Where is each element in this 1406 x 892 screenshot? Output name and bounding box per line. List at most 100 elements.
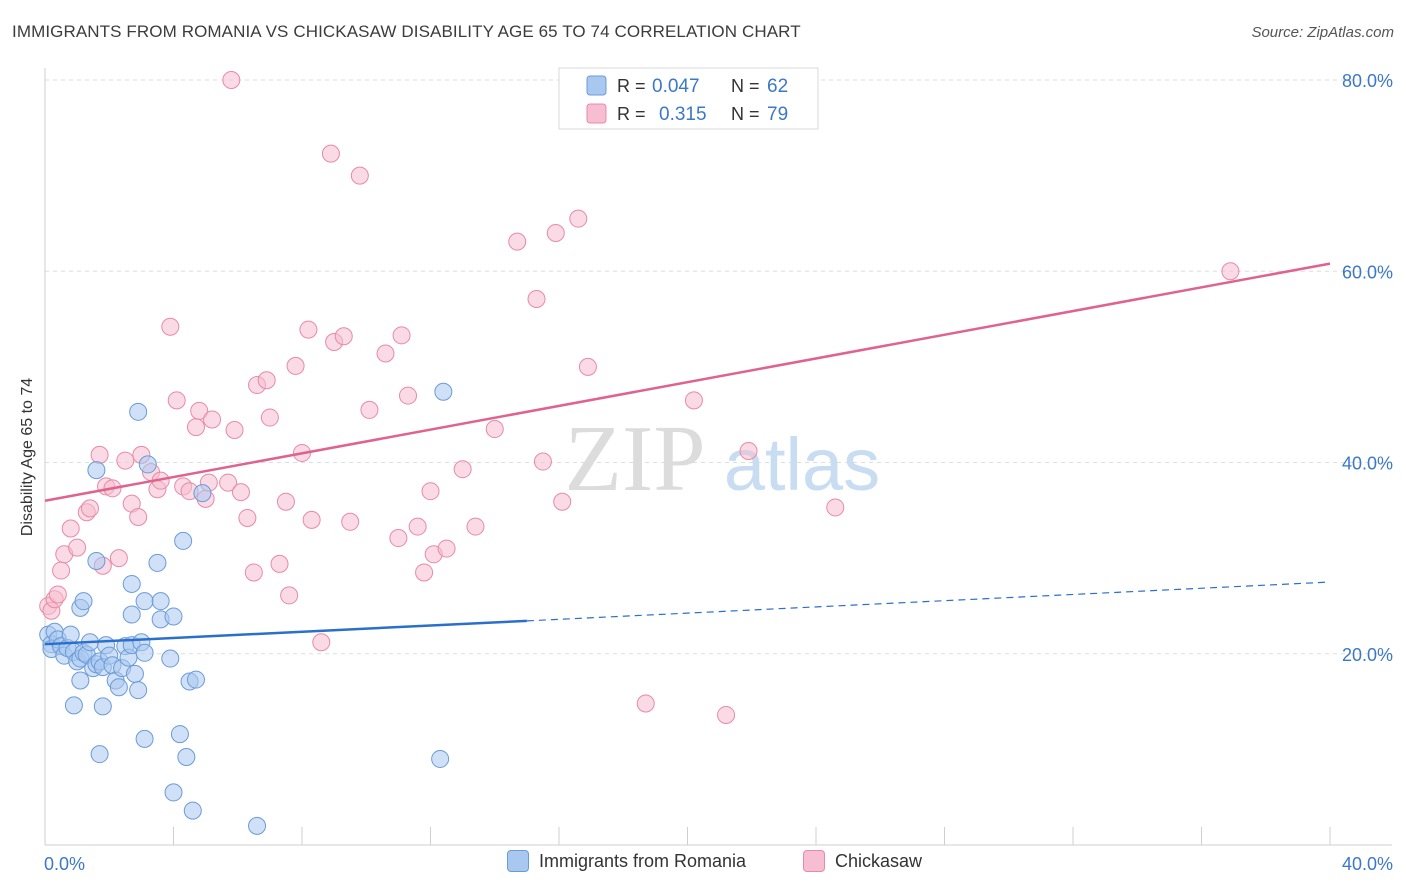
pink-point-7 <box>68 538 87 557</box>
legend-n-label-2: N = <box>731 104 760 124</box>
pink-point-37 <box>257 371 276 390</box>
pink-point-40 <box>276 492 295 511</box>
legend-r-label-1: R = <box>617 76 646 96</box>
pink-point-33 <box>231 483 250 502</box>
pink-point-3 <box>48 585 67 604</box>
pink-point-50 <box>341 512 360 531</box>
pink-point-66 <box>527 289 546 308</box>
blue-point-28 <box>125 664 144 683</box>
pink-point-46 <box>312 633 331 652</box>
blue-point-61 <box>431 749 450 768</box>
blue-point-60 <box>434 382 453 401</box>
blue-point-51 <box>186 670 205 689</box>
pink-point-65 <box>508 232 527 251</box>
pink-point-14 <box>109 549 128 568</box>
blue-point-45 <box>161 649 180 668</box>
blue-point-58 <box>138 455 157 474</box>
chickasaw-points <box>39 71 1240 724</box>
pink-point-27 <box>190 401 209 420</box>
pink-point-74 <box>717 705 736 724</box>
pink-point-39 <box>270 554 289 573</box>
pink-point-26 <box>186 418 205 437</box>
pink-point-9 <box>80 499 99 518</box>
blue-point-49 <box>177 748 196 767</box>
blue-point-33 <box>64 696 83 715</box>
blue-point-46 <box>164 607 183 626</box>
pink-point-22 <box>161 317 180 336</box>
pink-point-34 <box>238 508 257 527</box>
romania-points <box>39 382 453 835</box>
legend-label-romania: Immigrants from Romania <box>539 850 747 871</box>
watermark: ZIP atlas <box>565 407 881 511</box>
blue-point-32 <box>71 671 90 690</box>
legend-label-chickasaw: Chickasaw <box>835 850 923 871</box>
pink-point-38 <box>260 408 279 427</box>
pink-point-45 <box>302 510 321 529</box>
blue-point-36 <box>74 592 93 611</box>
blue-point-54 <box>164 783 183 802</box>
series-legend: Immigrants from Romania Chickasaw <box>0 850 1406 880</box>
pink-point-75 <box>739 442 758 461</box>
x-tick-label-min: 0.0% <box>44 854 85 874</box>
legend-swatch-pink <box>586 103 607 124</box>
pink-point-51 <box>350 166 369 185</box>
pink-point-78 <box>222 71 241 89</box>
pink-point-32 <box>225 420 244 439</box>
blue-point-57 <box>129 402 148 421</box>
pink-point-52 <box>360 400 379 419</box>
watermark-zip: ZIP <box>565 407 706 511</box>
pink-point-41 <box>280 586 299 605</box>
blue-point-23 <box>109 678 128 697</box>
watermark-atlas: atlas <box>724 423 880 506</box>
pink-point-47 <box>321 144 340 163</box>
pink-point-35 <box>244 563 263 582</box>
pink-point-68 <box>546 224 565 242</box>
pink-point-49 <box>334 327 353 346</box>
pink-point-17 <box>129 508 148 527</box>
trend-lines <box>44 262 1331 646</box>
legend-r-label-2: R = <box>617 104 646 124</box>
pink-point-76 <box>826 498 845 517</box>
pink-point-4 <box>52 561 71 580</box>
pink-point-73 <box>684 391 703 410</box>
blue-point-55 <box>90 745 109 764</box>
pink-point-15 <box>116 451 135 470</box>
blue-trend-solid <box>44 619 527 646</box>
blue-point-34 <box>93 697 112 716</box>
pink-point-71 <box>578 357 597 376</box>
blue-point-29 <box>129 681 148 700</box>
legend-item-romania[interactable]: Immigrants from Romania <box>507 850 746 872</box>
pink-point-10 <box>90 445 109 464</box>
legend-n-value-2: 79 <box>767 104 788 125</box>
blue-point-56 <box>87 461 106 480</box>
pink-point-23 <box>167 391 186 410</box>
pink-point-59 <box>421 482 440 501</box>
pink-point-72 <box>636 694 655 713</box>
legend-n-label-1: N = <box>731 76 760 96</box>
legend-item-chickasaw[interactable]: Chickasaw <box>803 850 922 872</box>
pink-point-54 <box>389 529 408 548</box>
pink-point-30 <box>203 410 222 429</box>
pink-point-31 <box>219 473 238 492</box>
tick-labels: 20.0% 40.0% 60.0% 80.0% 0.0% 40.0% <box>44 71 1393 874</box>
pink-point-69 <box>553 492 572 511</box>
blue-point-38 <box>122 605 141 624</box>
legend-swatch-blue <box>586 75 607 96</box>
y-tick-label-3: 80.0% <box>1342 71 1393 91</box>
blue-point-31 <box>135 643 154 662</box>
pink-point-61 <box>437 539 456 558</box>
source-label: Source: ZipAtlas.com <box>1251 24 1394 41</box>
pink-point-57 <box>408 517 427 536</box>
blue-point-52 <box>193 484 212 503</box>
blue-point-40 <box>135 729 154 748</box>
pink-point-56 <box>399 386 418 405</box>
blue-point-44 <box>151 592 170 611</box>
y-tick-label-0: 20.0% <box>1342 645 1393 665</box>
legend-swatch-chickasaw <box>803 850 825 872</box>
pink-point-44 <box>299 320 318 339</box>
pink-point-64 <box>485 420 504 439</box>
y-tick-label-1: 40.0% <box>1342 454 1393 474</box>
x-tick-label-max: 40.0% <box>1342 854 1393 874</box>
pink-point-6 <box>61 519 80 538</box>
